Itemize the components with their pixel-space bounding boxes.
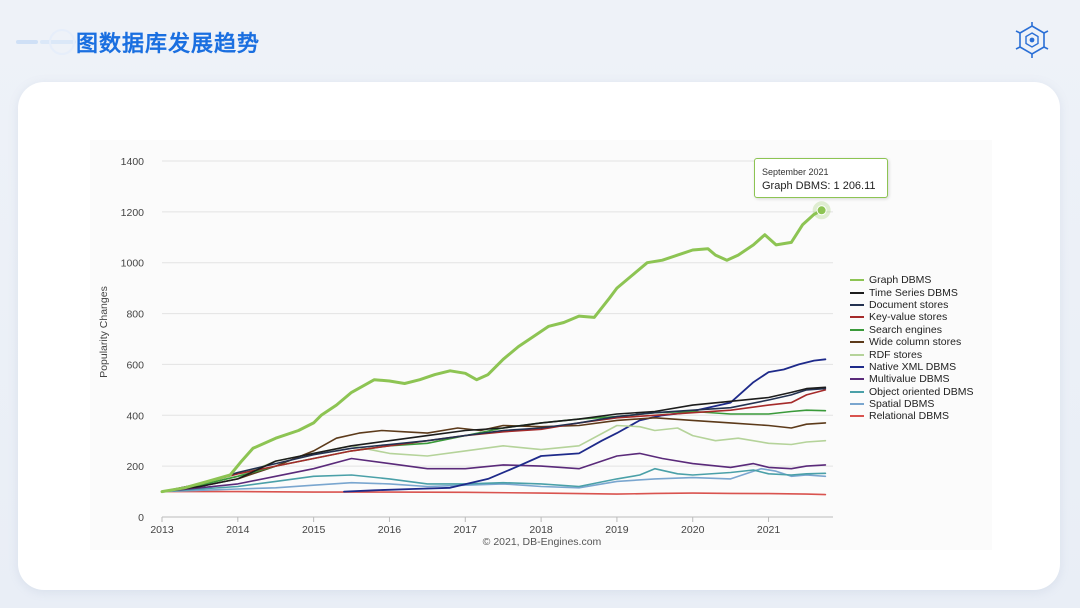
x-tick-label: 2020 <box>681 524 705 536</box>
legend-swatch <box>850 303 864 306</box>
legend-swatch <box>850 390 864 393</box>
legend-item-spatial-dbms[interactable]: Spatial DBMS <box>850 398 973 410</box>
tooltip-date: September 2021 <box>762 167 829 177</box>
legend-swatch <box>850 316 864 319</box>
legend-swatch <box>850 291 864 294</box>
legend-item-rdf-stores[interactable]: RDF stores <box>850 348 973 361</box>
legend-item-document-stores[interactable]: Document stores <box>850 299 973 311</box>
x-tick-label: 2013 <box>150 524 174 536</box>
y-tick-label: 800 <box>126 309 144 321</box>
legend-swatch <box>850 341 864 344</box>
legend-label: Relational DBMS <box>869 410 949 423</box>
legend-item-multivalue-dbms[interactable]: Multivalue DBMS <box>850 373 973 385</box>
legend-swatch <box>850 279 864 282</box>
chart-legend: Graph DBMS Time Series DBMS Document store… <box>850 274 973 423</box>
y-tick-label: 0 <box>138 512 144 524</box>
legend-item-wide-column-stores[interactable]: Wide column stores <box>850 336 973 348</box>
x-tick-label: 2014 <box>226 524 250 536</box>
tooltip-value: Graph DBMS: 1 206.11 <box>762 180 876 192</box>
legend-item-relational-dbms[interactable]: Relational DBMS <box>850 410 973 422</box>
y-tick-label: 200 <box>126 461 144 473</box>
legend-label: Graph DBMS <box>869 274 932 287</box>
x-tick-label: 2021 <box>757 524 781 536</box>
legend-swatch <box>850 415 864 418</box>
series-line-relational-dbms[interactable] <box>161 490 827 496</box>
series-line-document-stores[interactable] <box>161 387 827 493</box>
x-tick-label: 2019 <box>605 524 629 536</box>
legend-label: Time Series DBMS <box>869 286 958 299</box>
highlight-point[interactable] <box>816 205 827 216</box>
data-tooltip: September 2021 Graph DBMS: 1 206.11 <box>754 158 888 198</box>
legend-label: RDF stores <box>869 348 923 361</box>
legend-item-graph-dbms[interactable]: Graph DBMS <box>850 274 973 286</box>
legend-label: Key-value stores <box>869 311 948 324</box>
network-logo-icon <box>1015 22 1049 58</box>
x-tick-label: 2016 <box>378 524 402 536</box>
legend-item-native-xml-dbms[interactable]: Native XML DBMS <box>850 361 973 373</box>
legend-swatch <box>850 378 864 381</box>
legend-swatch <box>850 328 864 331</box>
legend-label: Multivalue DBMS <box>869 373 950 386</box>
y-tick-label: 600 <box>126 359 144 371</box>
series-line-multivalue-dbms[interactable] <box>161 452 827 493</box>
legend-label: Wide column stores <box>869 336 962 349</box>
legend-item-search-engines[interactable]: Search engines <box>850 324 973 336</box>
series-line-object-oriented-dbms[interactable] <box>161 467 827 493</box>
y-axis-title: Popularity Changes <box>98 286 110 378</box>
legend-label: Document stores <box>869 298 949 311</box>
decorative-arrow-graphic <box>16 29 76 55</box>
legend-item-time-series-dbms[interactable]: Time Series DBMS <box>850 286 973 299</box>
chart-credit: © 2021, DB-Engines.com <box>483 536 602 548</box>
series-line-time-series-dbms[interactable] <box>161 386 827 493</box>
y-tick-label: 1000 <box>121 258 145 270</box>
y-tick-label: 400 <box>126 410 144 422</box>
series-line-key-value-stores[interactable] <box>161 389 827 493</box>
x-tick-label: 2015 <box>302 524 326 536</box>
legend-swatch <box>850 403 864 406</box>
legend-label: Search engines <box>869 323 942 336</box>
legend-label: Object oriented DBMS <box>869 385 974 398</box>
page-title: 图数据库发展趋势 <box>76 32 261 57</box>
y-tick-label: 1400 <box>121 156 145 168</box>
popularity-line-chart: 0 200 400 600 800 1000 1200 1400 2013 2014 2015 201… <box>90 140 992 550</box>
legend-label: Spatial DBMS <box>869 398 935 411</box>
legend-label: Native XML DBMS <box>869 360 957 373</box>
x-tick-label: 2018 <box>529 524 553 536</box>
legend-item-key-value-stores[interactable]: Key-value stores <box>850 311 973 323</box>
series-line-graph-dbms[interactable] <box>160 208 824 494</box>
legend-swatch <box>850 353 864 356</box>
legend-swatch <box>850 365 864 368</box>
y-tick-label: 1200 <box>121 207 145 219</box>
legend-item-object-oriented-dbms[interactable]: Object oriented DBMS <box>850 386 973 398</box>
x-tick-label: 2017 <box>454 524 478 536</box>
series-line-native-xml-dbms[interactable] <box>343 358 827 493</box>
series-line-spatial-dbms[interactable] <box>161 467 827 493</box>
